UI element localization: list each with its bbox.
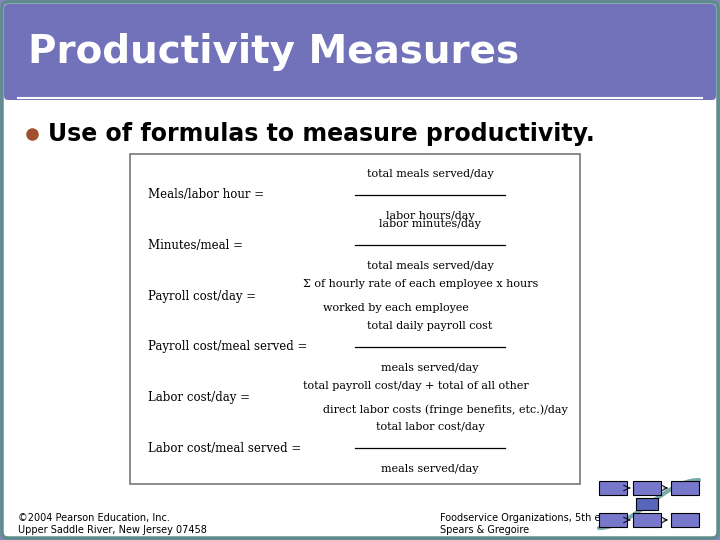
Text: ©2004 Pearson Education, Inc.: ©2004 Pearson Education, Inc. <box>18 513 170 523</box>
Text: labor hours/day: labor hours/day <box>386 211 474 221</box>
Text: Labor cost/meal served =: Labor cost/meal served = <box>148 442 301 455</box>
Text: Labor cost/day =: Labor cost/day = <box>148 391 250 404</box>
Text: Productivity Measures: Productivity Measures <box>28 33 519 71</box>
Bar <box>636 498 658 510</box>
Text: Meals/labor hour =: Meals/labor hour = <box>148 188 264 201</box>
Text: total labor cost/day: total labor cost/day <box>376 422 485 433</box>
Text: Upper Saddle River, New Jersey 07458: Upper Saddle River, New Jersey 07458 <box>18 525 207 535</box>
Text: worked by each employee: worked by each employee <box>323 303 469 313</box>
Bar <box>633 513 661 527</box>
Bar <box>671 481 699 495</box>
Text: Foodservice Organizations, 5th edition: Foodservice Organizations, 5th edition <box>440 513 628 523</box>
Text: total meals served/day: total meals served/day <box>366 261 493 272</box>
Text: Use of formulas to measure productivity.: Use of formulas to measure productivity. <box>48 122 595 146</box>
Text: meals served/day: meals served/day <box>382 464 479 475</box>
Text: Spears & Gregoire: Spears & Gregoire <box>440 525 529 535</box>
Text: total payroll cost/day + total of all other: total payroll cost/day + total of all ot… <box>303 381 528 391</box>
Text: total daily payroll cost: total daily payroll cost <box>367 321 492 331</box>
Text: Payroll cost/meal served =: Payroll cost/meal served = <box>148 340 307 353</box>
FancyBboxPatch shape <box>4 4 716 100</box>
Bar <box>130 154 580 484</box>
Text: Payroll cost/day =: Payroll cost/day = <box>148 289 256 302</box>
Text: total meals served/day: total meals served/day <box>366 168 493 179</box>
Text: Minutes/meal =: Minutes/meal = <box>148 239 243 252</box>
Bar <box>633 481 661 495</box>
Text: Σ of hourly rate of each employee x hours: Σ of hourly rate of each employee x hour… <box>303 279 539 289</box>
Text: direct labor costs (fringe benefits, etc.)/day: direct labor costs (fringe benefits, etc… <box>323 404 568 415</box>
Text: meals served/day: meals served/day <box>382 363 479 373</box>
Text: labor minutes/day: labor minutes/day <box>379 219 481 230</box>
Bar <box>671 513 699 527</box>
Bar <box>599 513 627 527</box>
Bar <box>599 481 627 495</box>
